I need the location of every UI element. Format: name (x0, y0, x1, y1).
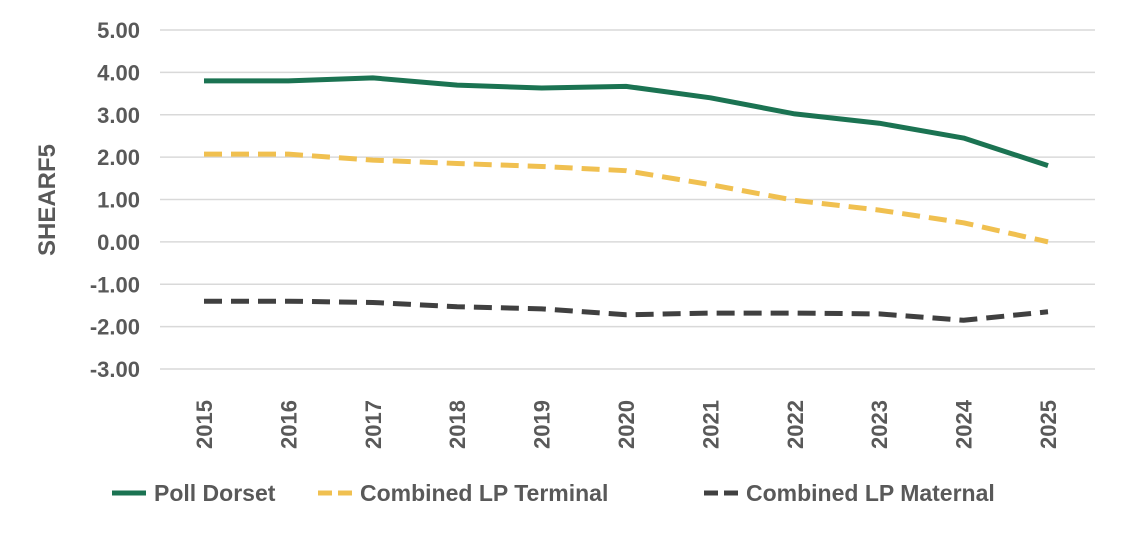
data-point (1046, 310, 1050, 314)
data-point (793, 311, 797, 315)
data-point (708, 183, 712, 187)
data-point (371, 76, 375, 80)
data-point (202, 299, 206, 303)
data-point (286, 79, 290, 83)
series-line-0 (204, 75, 1049, 168)
y-tick-label: 4.00 (97, 60, 140, 85)
x-tick-label: 2025 (1036, 400, 1061, 449)
data-point (877, 312, 881, 316)
legend-label: Combined LP Maternal (746, 480, 995, 506)
data-point (540, 164, 544, 168)
data-point (202, 152, 206, 156)
y-tick-label: 2.00 (97, 145, 140, 170)
legend-label: Poll Dorset (154, 480, 276, 506)
data-point (962, 318, 966, 322)
data-point (962, 221, 966, 225)
data-point (371, 158, 375, 162)
data-point (202, 79, 206, 83)
data-point (877, 121, 881, 125)
y-tick-label: -1.00 (90, 272, 140, 297)
data-point (624, 169, 628, 173)
x-tick-label: 2018 (445, 400, 470, 449)
y-tick-label: 5.00 (97, 18, 140, 43)
data-point (540, 86, 544, 90)
data-point (624, 313, 628, 317)
series-line-1 (204, 151, 1049, 245)
y-tick-label: 3.00 (97, 103, 140, 128)
y-axis-ticks: 5.00 4.00 3.00 2.00 1.00 0.00 -1.00 -2.00 -3.00 (90, 18, 140, 382)
y-axis-title: SHEARF5 (34, 144, 61, 256)
series-line-2 (204, 298, 1049, 323)
x-tick-label: 2017 (361, 400, 386, 449)
data-point (286, 152, 290, 156)
data-point (708, 96, 712, 100)
x-tick-label: 2020 (614, 400, 639, 449)
legend-label: Combined LP Terminal (360, 480, 608, 506)
x-tick-label: 2021 (698, 400, 723, 449)
data-point (455, 83, 459, 87)
data-point (286, 299, 290, 303)
x-axis-ticks: 2015 2016 2017 2018 2019 2020 2021 2022 2023 2024… (192, 399, 1061, 449)
y-tick-label: 0.00 (97, 230, 140, 255)
y-tick-label: -3.00 (90, 357, 140, 382)
data-point (455, 305, 459, 309)
series-lines (202, 75, 1050, 323)
x-tick-label: 2019 (530, 400, 555, 449)
data-point (1046, 240, 1050, 244)
data-point (793, 198, 797, 202)
data-point (371, 300, 375, 304)
data-point (793, 112, 797, 116)
data-point (962, 136, 966, 140)
data-point (708, 311, 712, 315)
data-point (1046, 164, 1050, 168)
legend: Poll Dorset Combined LP Terminal Combined … (112, 480, 995, 506)
x-tick-label: 2015 (192, 400, 217, 449)
y-tick-label: -2.00 (90, 315, 140, 340)
y-tick-label: 1.00 (97, 188, 140, 213)
data-point (624, 84, 628, 88)
x-tick-label: 2022 (783, 400, 808, 449)
data-point (877, 208, 881, 212)
x-tick-label: 2024 (952, 399, 977, 449)
x-tick-label: 2016 (276, 400, 301, 449)
data-point (455, 161, 459, 165)
data-point (540, 307, 544, 311)
x-tick-label: 2023 (867, 400, 892, 449)
